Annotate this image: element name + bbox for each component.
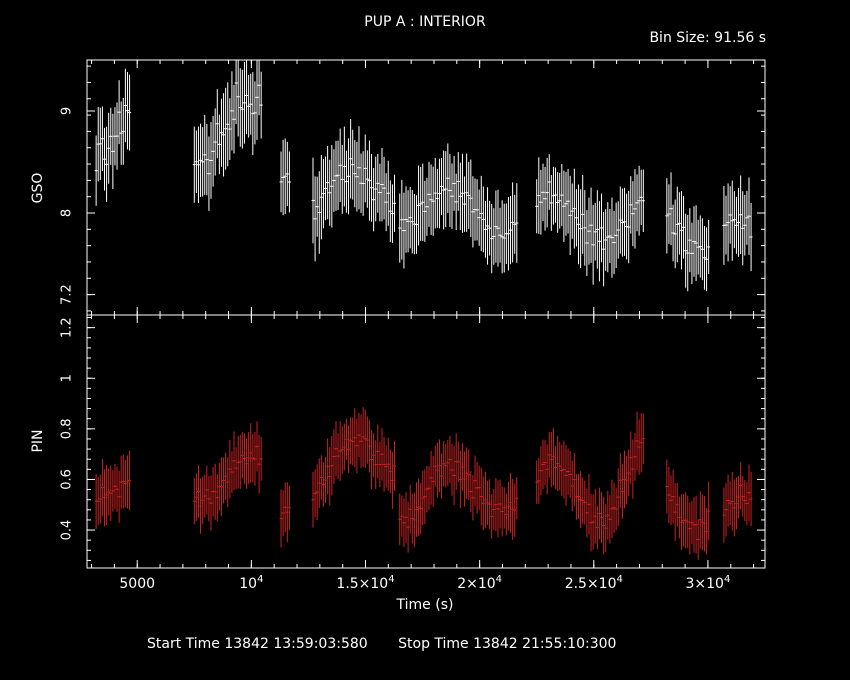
gso-ytick-label: 9 (60, 107, 75, 115)
xtick-label: 2.5×104 (565, 574, 623, 592)
pin-ytick-label: 0.8 (60, 419, 75, 440)
pin-series (94, 407, 753, 560)
xtick-label: 5000 (119, 576, 155, 592)
xtick-label: 2×104 (457, 574, 502, 592)
pin-ytick-label: 0.6 (60, 469, 75, 490)
xtick-label: 104 (239, 574, 263, 592)
pin-ytick-label: 0.4 (60, 520, 75, 541)
pin-ytick-label: 1.2 (60, 317, 75, 338)
pin-axis-label: PIN (30, 429, 46, 453)
gso-series (94, 60, 753, 292)
bin-size-label: Bin Size: 91.56 s (649, 30, 766, 46)
x-axis-label: Time (s) (396, 597, 454, 613)
stop-time: Stop Time 13842 21:55:10:300 (398, 636, 617, 652)
xtick-label: 1.5×104 (336, 574, 394, 592)
start-time: Start Time 13842 13:59:03:580 (147, 636, 368, 652)
time-range-footer: Start Time 13842 13:59:03:580 Stop Time … (147, 636, 642, 652)
gso-ytick-label: 8 (60, 209, 75, 217)
xtick-label: 3×104 (686, 574, 731, 592)
pin-ytick-label: 1 (60, 374, 75, 382)
plot-title: PUP A : INTERIOR (364, 14, 486, 30)
gso-axis-label: GSO (30, 172, 46, 204)
gso-panel-frame (86, 59, 766, 316)
pin-panel-frame (86, 314, 766, 569)
gso-ytick-label: 7.2 (60, 284, 75, 305)
